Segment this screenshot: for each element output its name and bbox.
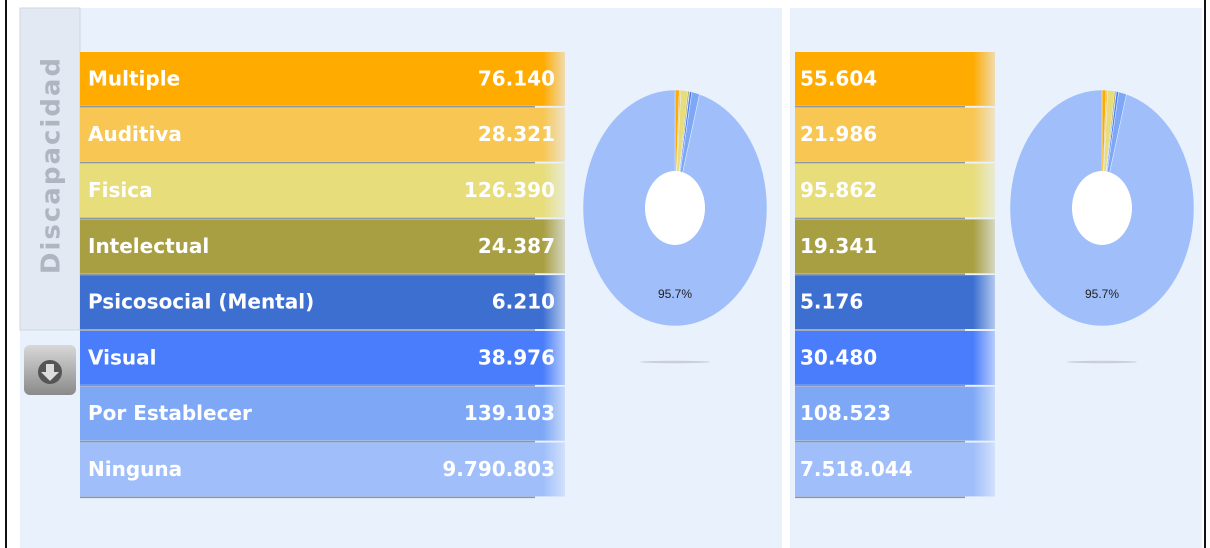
donut-hole — [645, 171, 705, 245]
row-fade — [543, 52, 575, 106]
row-value: 76.140 — [478, 66, 555, 90]
row — [795, 52, 995, 106]
row-fade — [543, 386, 575, 441]
row-value: 24.387 — [478, 234, 555, 258]
sidebar-tab[interactable] — [19, 7, 81, 331]
row-fade — [973, 163, 1005, 218]
row-label: Visual — [88, 345, 156, 369]
row-fade — [973, 331, 1005, 385]
row-value: 28.321 — [478, 122, 555, 146]
row-fade — [543, 442, 575, 497]
row — [795, 163, 995, 218]
row-fade — [543, 219, 575, 274]
row-fade — [543, 163, 575, 218]
row-fade — [973, 219, 1005, 274]
pie-shadow — [1067, 360, 1137, 364]
row-value: 30.480 — [800, 345, 877, 369]
row-fade — [973, 107, 1005, 162]
row — [795, 219, 995, 274]
row — [80, 219, 565, 274]
pie-label: 95.7% — [1085, 287, 1119, 301]
row — [80, 386, 565, 441]
row-fade — [973, 386, 1005, 441]
pie-shadow — [640, 360, 710, 364]
row-value: 55.604 — [800, 66, 877, 90]
pie-label: 95.7% — [658, 287, 692, 301]
row-label: Auditiva — [88, 122, 182, 146]
row-label: Ninguna — [88, 457, 182, 481]
row-value: 108.523 — [800, 401, 891, 425]
row — [80, 442, 565, 497]
row — [795, 275, 995, 329]
sidebar-label: Discapacidad — [37, 56, 67, 274]
row-fade — [543, 107, 575, 162]
row-label: Intelectual — [88, 234, 209, 258]
row-fade — [543, 331, 575, 385]
download-icon[interactable] — [24, 345, 76, 395]
row-value: 7.518.044 — [800, 457, 913, 481]
row-fade — [973, 52, 1005, 106]
donut-hole — [1072, 171, 1132, 245]
row-value: 126.390 — [464, 178, 555, 202]
row-value: 139.103 — [464, 401, 555, 425]
row — [80, 275, 565, 329]
row — [795, 331, 995, 385]
row-label: Multiple — [88, 66, 180, 90]
row-value: 38.976 — [478, 345, 555, 369]
row-label: Psicosocial (Mental) — [88, 290, 314, 314]
row-fade — [973, 442, 1005, 497]
row-value: 5.176 — [800, 290, 863, 314]
row-value: 19.341 — [800, 234, 877, 258]
row-fade — [543, 275, 575, 329]
row — [80, 331, 565, 385]
row-fade — [973, 275, 1005, 329]
row — [80, 163, 565, 218]
row — [80, 52, 565, 106]
row — [80, 107, 565, 162]
row — [795, 107, 995, 162]
row-label: Fisica — [88, 178, 153, 202]
row-value: 95.862 — [800, 178, 877, 202]
row-label: Por Establecer — [88, 401, 252, 425]
row-value: 21.986 — [800, 122, 877, 146]
row-value: 9.790.803 — [442, 457, 555, 481]
row — [795, 386, 995, 441]
row — [795, 442, 995, 497]
